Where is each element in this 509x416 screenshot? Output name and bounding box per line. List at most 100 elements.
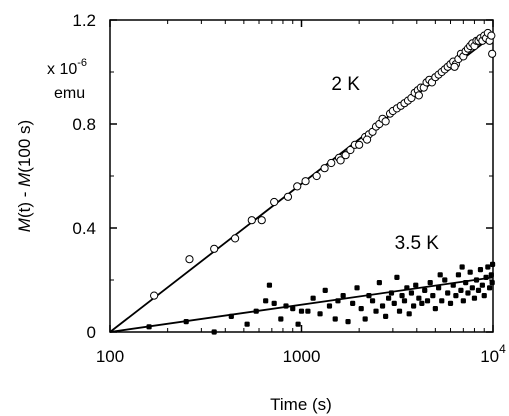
- y-axis-title-ref: (100 s): [15, 120, 34, 173]
- data-point-open: [341, 151, 350, 160]
- y-axis: 0 0.4 0.8 1.2: [72, 11, 493, 342]
- data-point-open: [320, 164, 329, 173]
- y-tick-label: 0: [87, 323, 96, 342]
- data-point-filled: [458, 287, 464, 293]
- data-point-filled: [332, 316, 338, 322]
- x-tick-label-base: 10: [480, 347, 499, 366]
- data-point-filled: [419, 300, 425, 306]
- data-point-filled: [399, 293, 405, 299]
- data-point-filled: [427, 280, 433, 286]
- data-point-filled: [465, 290, 471, 296]
- annotations: 2 K 3.5 K: [331, 74, 439, 254]
- data-point-filled: [489, 261, 496, 267]
- data-point-filled: [416, 295, 422, 301]
- data-point-filled: [485, 264, 491, 270]
- data-point-open: [488, 49, 497, 58]
- y-tick-label: 1.2: [72, 11, 96, 30]
- data-point-filled: [317, 311, 323, 317]
- data-point-open: [336, 156, 345, 165]
- x-tick-label-base: 100: [96, 347, 124, 366]
- y-axis-title-m1: M: [15, 217, 34, 232]
- data-point-open: [270, 197, 279, 207]
- data-point-filled: [447, 300, 454, 306]
- annotation-label: 3.5 K: [395, 233, 440, 254]
- annotation-label: 2 K: [331, 74, 360, 95]
- data-point-filled: [310, 295, 316, 301]
- data-point-filled: [469, 285, 475, 291]
- data-point-filled: [354, 285, 360, 291]
- data-point-filled: [408, 290, 415, 296]
- y-unit-exponent: -6: [77, 57, 87, 69]
- data-point-filled: [424, 298, 431, 304]
- data-point-filled: [326, 303, 333, 309]
- data-point-filled: [345, 319, 351, 325]
- x-axis: 100 1000 104: [96, 20, 506, 366]
- data-point-open: [362, 135, 372, 144]
- data-point-filled: [263, 298, 269, 304]
- data-point-filled: [432, 306, 438, 312]
- data-point-filled: [366, 293, 372, 299]
- data-points: [146, 28, 497, 335]
- data-point-open: [150, 291, 159, 300]
- data-point-filled: [439, 298, 445, 304]
- x-axis-title: Time (s): [270, 395, 332, 414]
- y-tick-label: 0.4: [72, 219, 96, 238]
- data-point-open: [210, 244, 219, 253]
- data-point-filled: [283, 303, 289, 309]
- data-point-filled: [430, 293, 436, 299]
- x-tick-label-exponent: 4: [499, 342, 506, 356]
- data-point-filled: [450, 282, 456, 288]
- data-point-filled: [373, 308, 379, 314]
- y-unit-prefix: x 10-6: [47, 57, 87, 78]
- data-point-open: [450, 62, 459, 71]
- data-point-filled: [479, 282, 485, 288]
- data-point-open: [487, 31, 496, 40]
- data-point-open: [312, 171, 321, 181]
- data-point-filled: [488, 272, 494, 278]
- data-point-open: [327, 158, 336, 168]
- data-point-open: [355, 140, 364, 149]
- data-point-filled: [411, 303, 417, 309]
- data-point-filled: [422, 287, 428, 293]
- data-point-filled: [471, 295, 478, 301]
- data-point-open: [346, 145, 355, 155]
- data-point-filled: [453, 293, 459, 299]
- data-point-filled: [244, 321, 250, 327]
- fit-line: [109, 276, 494, 333]
- data-point-filled: [394, 274, 400, 280]
- y-unit-label: emu: [54, 85, 85, 102]
- data-point-filled: [473, 277, 480, 283]
- data-point-open: [381, 117, 390, 126]
- data-point-filled: [298, 308, 305, 314]
- data-point-filled: [487, 285, 493, 291]
- y-tick-label: 0.8: [72, 115, 96, 134]
- data-point-filled: [475, 287, 482, 293]
- data-point-filled: [322, 287, 328, 293]
- y-axis-title-m2: M: [15, 172, 34, 187]
- data-point-filled: [379, 303, 386, 309]
- data-point-filled: [271, 300, 277, 306]
- y-axis-title-t: (t) -: [15, 187, 34, 218]
- data-point-open: [257, 216, 266, 225]
- data-point-open: [247, 216, 256, 225]
- data-point-filled: [391, 300, 397, 306]
- data-point-open: [414, 91, 423, 100]
- data-point-filled: [396, 308, 403, 314]
- data-point-open: [185, 255, 194, 264]
- data-point-open: [230, 234, 240, 243]
- data-point-filled: [266, 282, 273, 288]
- data-point-filled: [413, 282, 419, 288]
- data-point-filled: [183, 319, 189, 325]
- data-point-filled: [228, 313, 234, 319]
- x-tick-label: 100: [96, 347, 124, 366]
- data-point-filled: [295, 321, 301, 327]
- data-point-filled: [278, 316, 284, 322]
- data-point-filled: [406, 311, 412, 317]
- data-point-filled: [290, 306, 296, 312]
- data-point-filled: [386, 295, 392, 301]
- data-point-filled: [211, 329, 217, 335]
- data-point-filled: [437, 272, 443, 278]
- x-tick-label-base: 1000: [283, 347, 321, 366]
- data-point-open: [283, 192, 293, 201]
